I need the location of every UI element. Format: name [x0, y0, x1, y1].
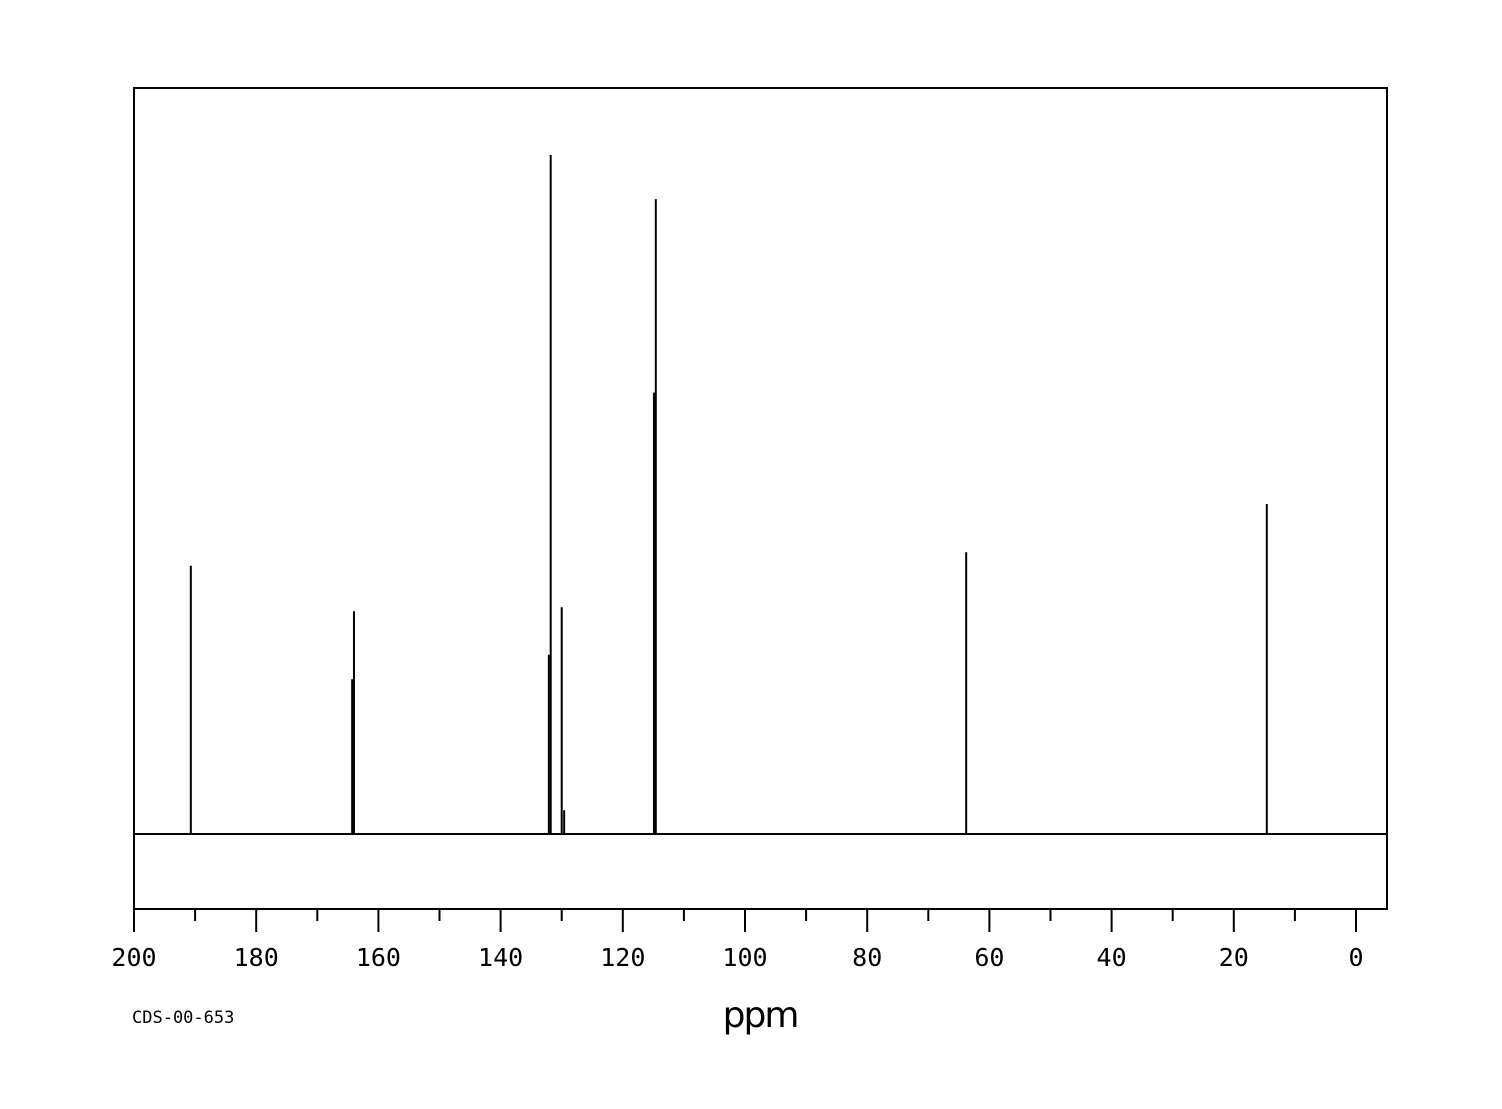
- x-tick-label-60: 60: [974, 943, 1004, 972]
- x-tick-label-0: 0: [1348, 943, 1363, 972]
- x-tick-label-80: 80: [852, 943, 882, 972]
- x-tick-label-40: 40: [1097, 943, 1127, 972]
- x-tick-label-120: 120: [600, 943, 645, 972]
- x-tick-label-160: 160: [356, 943, 401, 972]
- spectrum-code: CDS-00-653: [132, 1008, 234, 1028]
- x-tick-label-180: 180: [234, 943, 279, 972]
- x-tick-label-20: 20: [1219, 943, 1249, 972]
- x-tick-label-200: 200: [111, 943, 156, 972]
- x-tick-label-100: 100: [722, 943, 767, 972]
- plot-frame: [133, 87, 1388, 910]
- x-tick-label-140: 140: [478, 943, 523, 972]
- x-axis-label: ppm: [723, 995, 798, 1036]
